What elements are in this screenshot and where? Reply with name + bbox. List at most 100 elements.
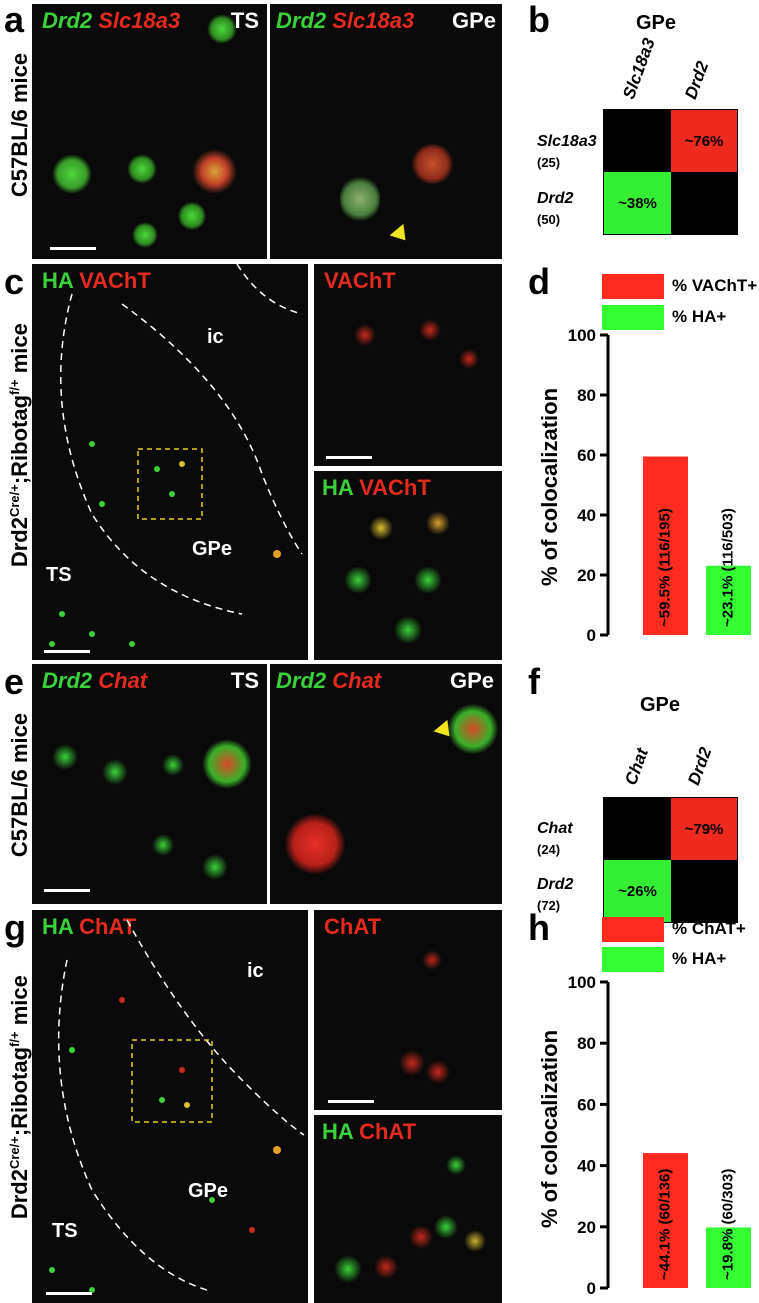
region-gpe: GPe <box>451 8 496 33</box>
panel-label-g: g <box>4 907 26 948</box>
matrix-f-upper-cell: ~79% <box>671 798 737 860</box>
micrograph-e-gpe: Drd2 Chat GPe <box>270 664 502 904</box>
region-boundary <box>49 919 305 1293</box>
label-chat: ChAT <box>324 914 382 939</box>
label-slc18a3: Slc18a3 <box>332 8 415 33</box>
legend-label-h-1: % ChAT+ <box>672 919 746 938</box>
label-drd2: Drd2 <box>42 668 93 693</box>
scale-bar <box>328 1100 374 1103</box>
bar <box>643 1153 688 1288</box>
scale-bar <box>44 650 90 653</box>
legend-label-h-2: % HA+ <box>672 949 727 968</box>
micrograph-c-inset-bottom: HA VAChT <box>314 471 502 660</box>
matrix-b-row-2: Drd2 <box>537 190 574 207</box>
legend-swatch-d-2 <box>602 305 664 330</box>
matrix-b-row-1-count: (25) <box>537 155 561 170</box>
label-chat: ChAT <box>79 914 137 939</box>
region-ic: ic <box>207 326 224 348</box>
scale-bar <box>326 456 372 459</box>
legend-swatch-h-1 <box>602 917 664 942</box>
bar-label: ~59.5% (116/195) <box>656 508 673 627</box>
y-tick-label: 80 <box>577 386 596 405</box>
micrograph-c-main: HA VAChT ic TS GPe <box>32 264 308 660</box>
micrograph-g-inset-top: ChAT <box>314 910 502 1110</box>
panel-label-b: b <box>528 0 550 40</box>
legend-swatch-h-2 <box>602 947 664 972</box>
region-gpe: GPe <box>449 668 494 693</box>
scale-bar <box>46 1292 92 1295</box>
region-ic: ic <box>247 960 264 982</box>
micrograph-g-inset-bottom: HA ChAT <box>314 1115 502 1303</box>
matrix-b-col-1: Slc18a3 <box>619 35 659 102</box>
y-tick-label: 60 <box>577 446 596 465</box>
panel-c-ylabel: Drd2Cre/+;Ribotagf/+ mice <box>6 323 33 568</box>
matrix-f-row-1-count: (24) <box>537 842 561 857</box>
y-tick-label: 80 <box>577 1034 596 1053</box>
y-tick-label: 60 <box>577 1095 596 1114</box>
legend-label-d-1: % VAChT+ <box>672 276 758 295</box>
matrix-b-title: GPe <box>636 12 677 34</box>
region-ts: TS <box>52 1220 78 1242</box>
panel-g-ylabel: Drd2Cre/+;Ribotagf/+ mice <box>6 975 33 1220</box>
micrograph-a-gpe: Drd2 Slc18a3 GPe <box>270 4 502 259</box>
y-tick-label: 40 <box>577 1157 596 1176</box>
label-ha: HA <box>322 1119 353 1144</box>
micrograph-a-ts: Drd2 Slc18a3 TS <box>32 4 267 259</box>
label-ha: HA <box>322 475 353 500</box>
legend-swatch-d-1 <box>602 274 664 299</box>
matrix-f-col-1: Chat <box>621 745 652 788</box>
matrix-b-upper-cell: ~76% <box>671 110 737 172</box>
matrix-b-row-1: Slc18a3 <box>537 133 597 150</box>
label-ha: HA <box>42 914 73 939</box>
bar <box>706 1227 751 1288</box>
y-tick-label: 20 <box>577 1218 596 1237</box>
region-gpe: GPe <box>188 1180 229 1202</box>
y-tick-label: 100 <box>568 973 596 992</box>
panel-a-ylabel: C57BL/6 mice <box>7 52 32 198</box>
bar-label: ~44.1% (60/136) <box>656 1169 673 1280</box>
arrowhead-icon <box>389 223 413 247</box>
micrograph-e-ts: Drd2 Chat TS <box>32 664 267 904</box>
matrix-f-col-2: Drd2 <box>684 744 716 788</box>
panel-label-e: e <box>4 661 25 702</box>
matrix-f-row-1: Chat <box>537 820 573 837</box>
label-chat: ChAT <box>359 1119 417 1144</box>
y-tick-label: 0 <box>587 626 596 645</box>
matrix-b-row-2-count: (50) <box>537 212 561 227</box>
matrix-f-lower-cell: ~26% <box>604 860 671 922</box>
bar <box>643 456 688 635</box>
scale-bar <box>44 889 90 892</box>
panel-label-d: d <box>528 261 550 302</box>
legend-label-d-2: % HA+ <box>672 307 727 326</box>
y-tick-label: 40 <box>577 506 596 525</box>
label-vacht: VAChT <box>79 268 151 293</box>
region-boundary <box>49 264 303 647</box>
matrix-b-lower-cell: ~38% <box>604 172 671 234</box>
bar-label: ~23.1% (116/503) <box>719 508 736 627</box>
y-tick-label: 0 <box>587 1279 596 1298</box>
panel-label-f: f <box>528 661 540 702</box>
label-ha: HA <box>42 268 73 293</box>
matrix-b: ~76% ~38% <box>603 109 738 235</box>
micrograph-g-main: HA ChAT ic TS GPe <box>32 910 308 1303</box>
region-ts: TS <box>46 564 72 586</box>
scale-bar <box>50 247 96 250</box>
region-gpe: GPe <box>192 538 233 560</box>
label-drd2: Drd2 <box>42 8 93 33</box>
label-chat: Chat <box>98 668 148 693</box>
matrix-f-row-2: Drd2 <box>537 876 574 893</box>
label-drd2: Drd2 <box>276 668 327 693</box>
matrix-f-row-2-count: (72) <box>537 898 561 913</box>
label-vacht: VAChT <box>324 268 396 293</box>
panel-label-c: c <box>4 261 25 302</box>
matrix-f: ~79% ~26% <box>603 797 738 923</box>
label-slc18a3: Slc18a3 <box>98 8 181 33</box>
chart-d: 100 80 60 40 20 0 ~59.5% (116/195) ~23.1% (116/… <box>568 326 751 645</box>
label-drd2: Drd2 <box>276 8 327 33</box>
panel-label-a: a <box>4 0 25 40</box>
bar-label: ~19.8% (60/303) <box>719 1169 736 1280</box>
label-chat: Chat <box>332 668 382 693</box>
chart-h: 100 80 60 40 20 0 ~44.1% (60/136) ~19.8% (60/30… <box>568 973 751 1298</box>
panel-e-ylabel: C57BL/6 mice <box>7 712 32 858</box>
label-vacht: VAChT <box>359 475 431 500</box>
